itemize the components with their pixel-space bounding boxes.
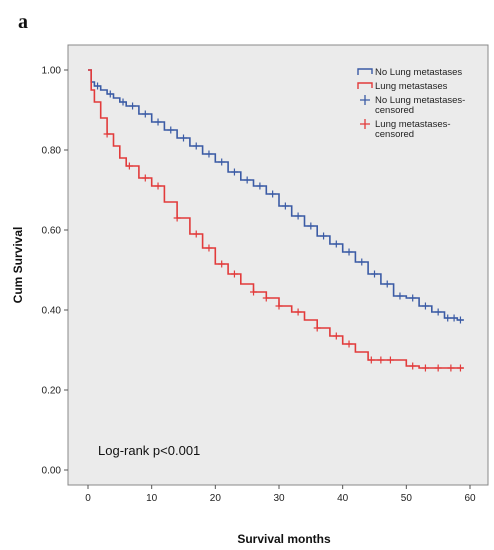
logrank-annotation: Log-rank p<0.001 xyxy=(98,443,200,458)
censor-mark xyxy=(129,102,137,110)
x-tick-label: 60 xyxy=(464,493,476,504)
panel-label: a xyxy=(18,11,28,33)
censor-mark xyxy=(275,302,283,310)
censor-mark xyxy=(367,356,375,364)
censor-mark xyxy=(377,356,385,364)
censor-mark xyxy=(358,258,366,266)
y-tick-label: 0.80 xyxy=(42,146,62,157)
censor-mark xyxy=(141,110,149,118)
censor-mark xyxy=(192,142,200,150)
censor-mark xyxy=(345,248,353,256)
censor-mark xyxy=(205,244,213,252)
censor-mark xyxy=(307,222,315,230)
censor-mark xyxy=(294,212,302,220)
censor-mark xyxy=(383,280,391,288)
censor-mark xyxy=(205,150,213,158)
censor-mark xyxy=(409,294,417,302)
y-axis: 0.00 0.20 0.40 0.60 0.80 1.00 xyxy=(42,66,68,477)
survival-curves xyxy=(88,69,464,372)
censor-mark xyxy=(447,364,455,372)
censor-mark xyxy=(262,294,270,302)
legend-label: No Lung metastases-censored xyxy=(375,95,465,116)
survival-curve-0 xyxy=(88,69,464,321)
censor-mark xyxy=(230,270,238,278)
legend-label: Lung metastases-censored xyxy=(375,119,451,140)
censor-mark xyxy=(192,230,200,238)
legend-swatch-line xyxy=(357,82,373,89)
censor-mark xyxy=(141,174,149,182)
censor-mark xyxy=(218,260,226,268)
censor-mark xyxy=(119,98,127,106)
x-axis-title: Survival months xyxy=(237,532,331,546)
censor-mark xyxy=(230,168,238,176)
censor-mark xyxy=(269,190,277,198)
censor-mark xyxy=(94,82,102,90)
y-tick-label: 0.40 xyxy=(42,306,62,317)
censor-mark xyxy=(154,118,162,126)
censor-mark xyxy=(243,176,251,184)
censor-mark xyxy=(421,364,429,372)
y-tick-label: 1.00 xyxy=(42,66,62,77)
legend: No Lung metastases Lung metastases No Lung… xyxy=(357,67,465,140)
censor-mark xyxy=(281,202,289,210)
censor-mark xyxy=(421,302,429,310)
censor-mark xyxy=(313,324,321,332)
x-tick-label: 0 xyxy=(85,493,91,504)
censor-mark xyxy=(332,240,340,248)
censor-mark xyxy=(332,332,340,340)
legend-swatch-line xyxy=(357,68,373,75)
censor-mark xyxy=(434,308,442,316)
censor-mark xyxy=(180,134,187,142)
censor-mark xyxy=(456,364,464,372)
censor-mark xyxy=(434,364,442,372)
censor-mark xyxy=(444,314,452,322)
censor-mark xyxy=(450,314,458,322)
censor-mark xyxy=(154,182,162,190)
censor-mark xyxy=(250,288,258,296)
plot-area xyxy=(67,44,489,486)
censor-mark xyxy=(386,356,394,364)
censor-mark xyxy=(125,162,133,170)
censor-mark xyxy=(396,292,404,300)
censor-mark xyxy=(320,232,328,240)
censor-mark xyxy=(173,214,181,222)
survival-curve-1 xyxy=(88,69,464,369)
x-tick-label: 30 xyxy=(273,493,285,504)
y-tick-label: 0.60 xyxy=(42,226,62,237)
censor-mark xyxy=(371,270,378,278)
legend-label: No Lung metastases xyxy=(375,67,462,78)
x-tick-label: 50 xyxy=(401,493,413,504)
censor-mark xyxy=(106,90,114,98)
censor-mark xyxy=(345,340,353,348)
x-tick-label: 40 xyxy=(337,493,349,504)
censor-mark xyxy=(456,316,464,324)
y-tick-label: 0.20 xyxy=(42,386,62,397)
censor-mark xyxy=(294,308,302,316)
x-tick-label: 20 xyxy=(210,493,222,504)
y-tick-label: 0.00 xyxy=(42,466,62,477)
x-tick-label: 10 xyxy=(146,493,158,504)
legend-swatch-censor xyxy=(360,119,370,129)
legend-label: Lung metastases xyxy=(375,81,448,92)
y-axis-title: Cum Survival xyxy=(11,227,25,304)
censor-mark xyxy=(409,362,417,370)
censor-mark xyxy=(167,126,175,134)
censor-mark xyxy=(256,182,264,190)
legend-swatch-censor xyxy=(360,95,370,105)
censor-mark xyxy=(218,158,226,166)
censor-mark xyxy=(103,130,111,138)
x-axis: 0 10 20 30 40 50 60 xyxy=(85,485,476,504)
